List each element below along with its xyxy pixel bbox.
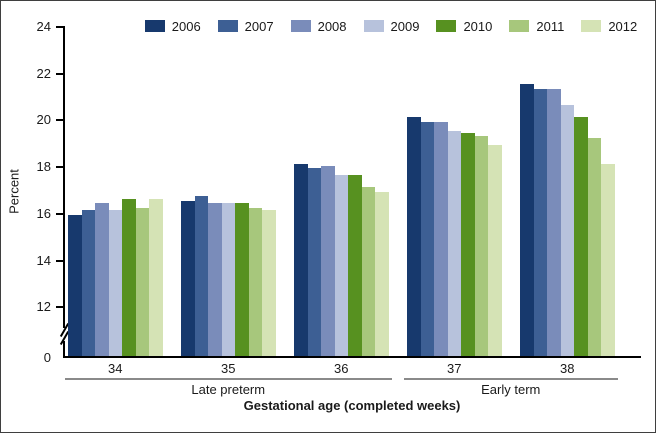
legend-item-2007: 2007	[217, 18, 274, 34]
bar	[375, 191, 389, 356]
y-tick	[56, 72, 63, 75]
legend-swatch-2010	[436, 20, 457, 32]
y-tick	[56, 212, 63, 215]
x-category-label: 38	[560, 361, 575, 376]
bar	[533, 89, 547, 356]
legend-label: 2011	[536, 18, 565, 34]
group-bracket-label: Early term	[481, 382, 541, 397]
group-bracket-label: Late preterm	[191, 382, 266, 397]
bar	[149, 198, 163, 356]
legend-label: 2008	[317, 18, 347, 34]
y-tick	[56, 119, 63, 122]
bar	[262, 210, 276, 356]
bar	[407, 117, 421, 356]
legend-item-2008: 2008	[290, 18, 347, 34]
group-bracket-line	[65, 378, 392, 380]
y-tick	[56, 166, 63, 169]
bar	[307, 168, 321, 356]
bar	[361, 187, 375, 356]
bar	[108, 210, 122, 356]
bar	[447, 131, 461, 356]
bar	[601, 163, 615, 356]
legend-item-2011: 2011	[509, 20, 564, 33]
y-axis-title: Percent	[6, 169, 22, 214]
bar	[574, 117, 588, 356]
bar	[294, 163, 308, 356]
bar	[474, 135, 488, 356]
chart-legend: 2006 2007 2008 2009 2010 2011 2012	[131, 17, 651, 35]
bar	[68, 215, 82, 356]
y-axis-line	[63, 26, 65, 328]
bar	[181, 201, 195, 356]
legend-label: 2012	[608, 18, 638, 34]
legend-item-2009: 2009	[363, 18, 420, 34]
bar	[547, 89, 561, 356]
bar	[81, 210, 95, 356]
legend-label: 2007	[244, 18, 274, 34]
legend-swatch-2009	[363, 20, 384, 32]
bar	[221, 203, 235, 356]
y-tick	[56, 259, 63, 262]
y-tick-label: 14	[36, 252, 51, 268]
legend-swatch-2012	[581, 20, 602, 32]
y-tick-label: 0	[43, 350, 51, 365]
y-tick-label: 12	[36, 299, 51, 315]
y-tick-label: 20	[36, 112, 51, 128]
bar	[248, 208, 262, 356]
bar	[194, 196, 208, 356]
y-tick-label: 18	[36, 159, 51, 175]
x-category-label: 35	[221, 361, 236, 376]
bar	[135, 208, 149, 356]
x-axis-title: Gestational age (completed weeks)	[243, 398, 461, 413]
legend-swatch-2011	[509, 20, 530, 32]
legend-swatch-2008	[290, 20, 311, 32]
legend-swatch-2007	[217, 20, 238, 32]
x-axis-line	[63, 356, 641, 358]
y-tick-label: 16	[36, 205, 51, 221]
legend-item-2012: 2012	[581, 20, 637, 33]
bar	[488, 145, 502, 356]
bar	[208, 203, 222, 356]
bar	[348, 175, 362, 356]
bar	[334, 175, 348, 356]
y-tick	[56, 306, 63, 309]
legend-label: 2006	[171, 18, 201, 34]
bar	[95, 203, 109, 356]
y-tick	[56, 26, 63, 28]
y-axis-line	[63, 341, 65, 358]
y-tick-label: 24	[36, 19, 51, 34]
y-tick-label: 22	[36, 65, 51, 81]
bar	[235, 203, 249, 356]
bar	[560, 105, 574, 356]
bar	[420, 121, 434, 356]
legend-label: 2009	[390, 18, 420, 34]
legend-item-2010: 2010	[436, 20, 492, 33]
legend-swatch-2006	[144, 20, 165, 32]
bar	[587, 138, 601, 356]
legend-item-2006: 2006	[144, 18, 201, 34]
legend-label: 2010	[463, 18, 493, 34]
bar	[520, 84, 534, 356]
x-category-label: 36	[334, 361, 349, 376]
bar	[434, 121, 448, 356]
group-bracket-line	[404, 378, 618, 380]
x-category-label: 37	[447, 361, 462, 376]
bar	[461, 133, 475, 356]
bar	[321, 166, 335, 356]
bar	[122, 198, 136, 356]
x-category-label: 34	[108, 361, 123, 376]
